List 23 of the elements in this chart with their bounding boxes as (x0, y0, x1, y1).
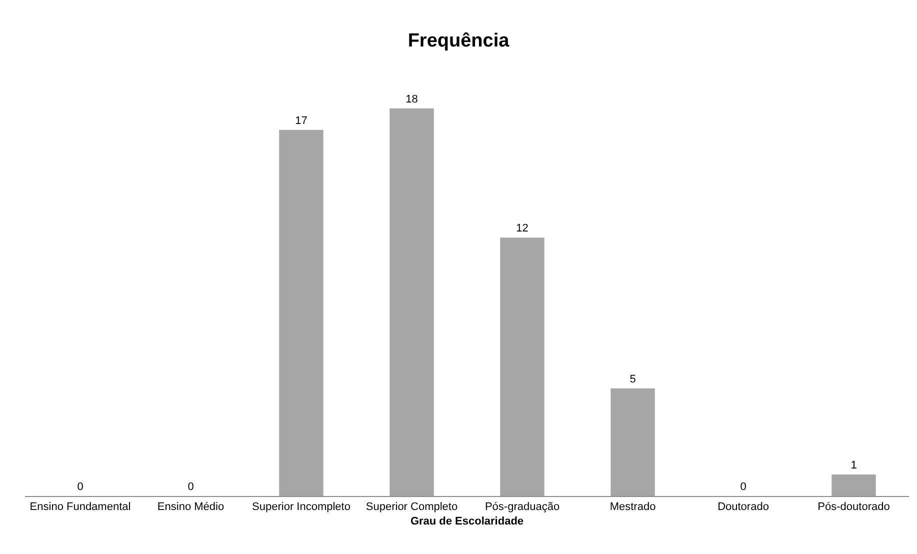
data-label: 0 (77, 481, 84, 493)
x-tick-label: Ensino Médio (157, 501, 224, 514)
data-label: 5 (630, 373, 636, 386)
data-label: 1 (850, 459, 857, 472)
x-axis-title: Grau de Escolaridade (410, 515, 524, 528)
x-tick-label: Pós-doutorado (818, 501, 890, 514)
x-tick-label: Mestrado (610, 501, 656, 514)
chart-title: Frequência (408, 30, 510, 52)
data-label: 12 (516, 222, 528, 235)
data-label: 0 (188, 481, 194, 493)
x-tick-label: Doutorado (718, 501, 769, 514)
x-tick-label: Ensino Fundamental (30, 501, 131, 514)
data-label: 18 (406, 93, 418, 106)
bar (279, 130, 324, 496)
data-label: 0 (740, 481, 746, 493)
bar (390, 108, 434, 496)
x-tick-label: Superior Completo (366, 501, 458, 514)
data-label: 17 (295, 114, 308, 127)
bar (500, 238, 544, 496)
bar (832, 474, 876, 496)
x-tick-label: Pós-graduação (484, 501, 560, 514)
x-tick-label: Superior Incompleto (252, 501, 350, 514)
bar (610, 388, 655, 496)
